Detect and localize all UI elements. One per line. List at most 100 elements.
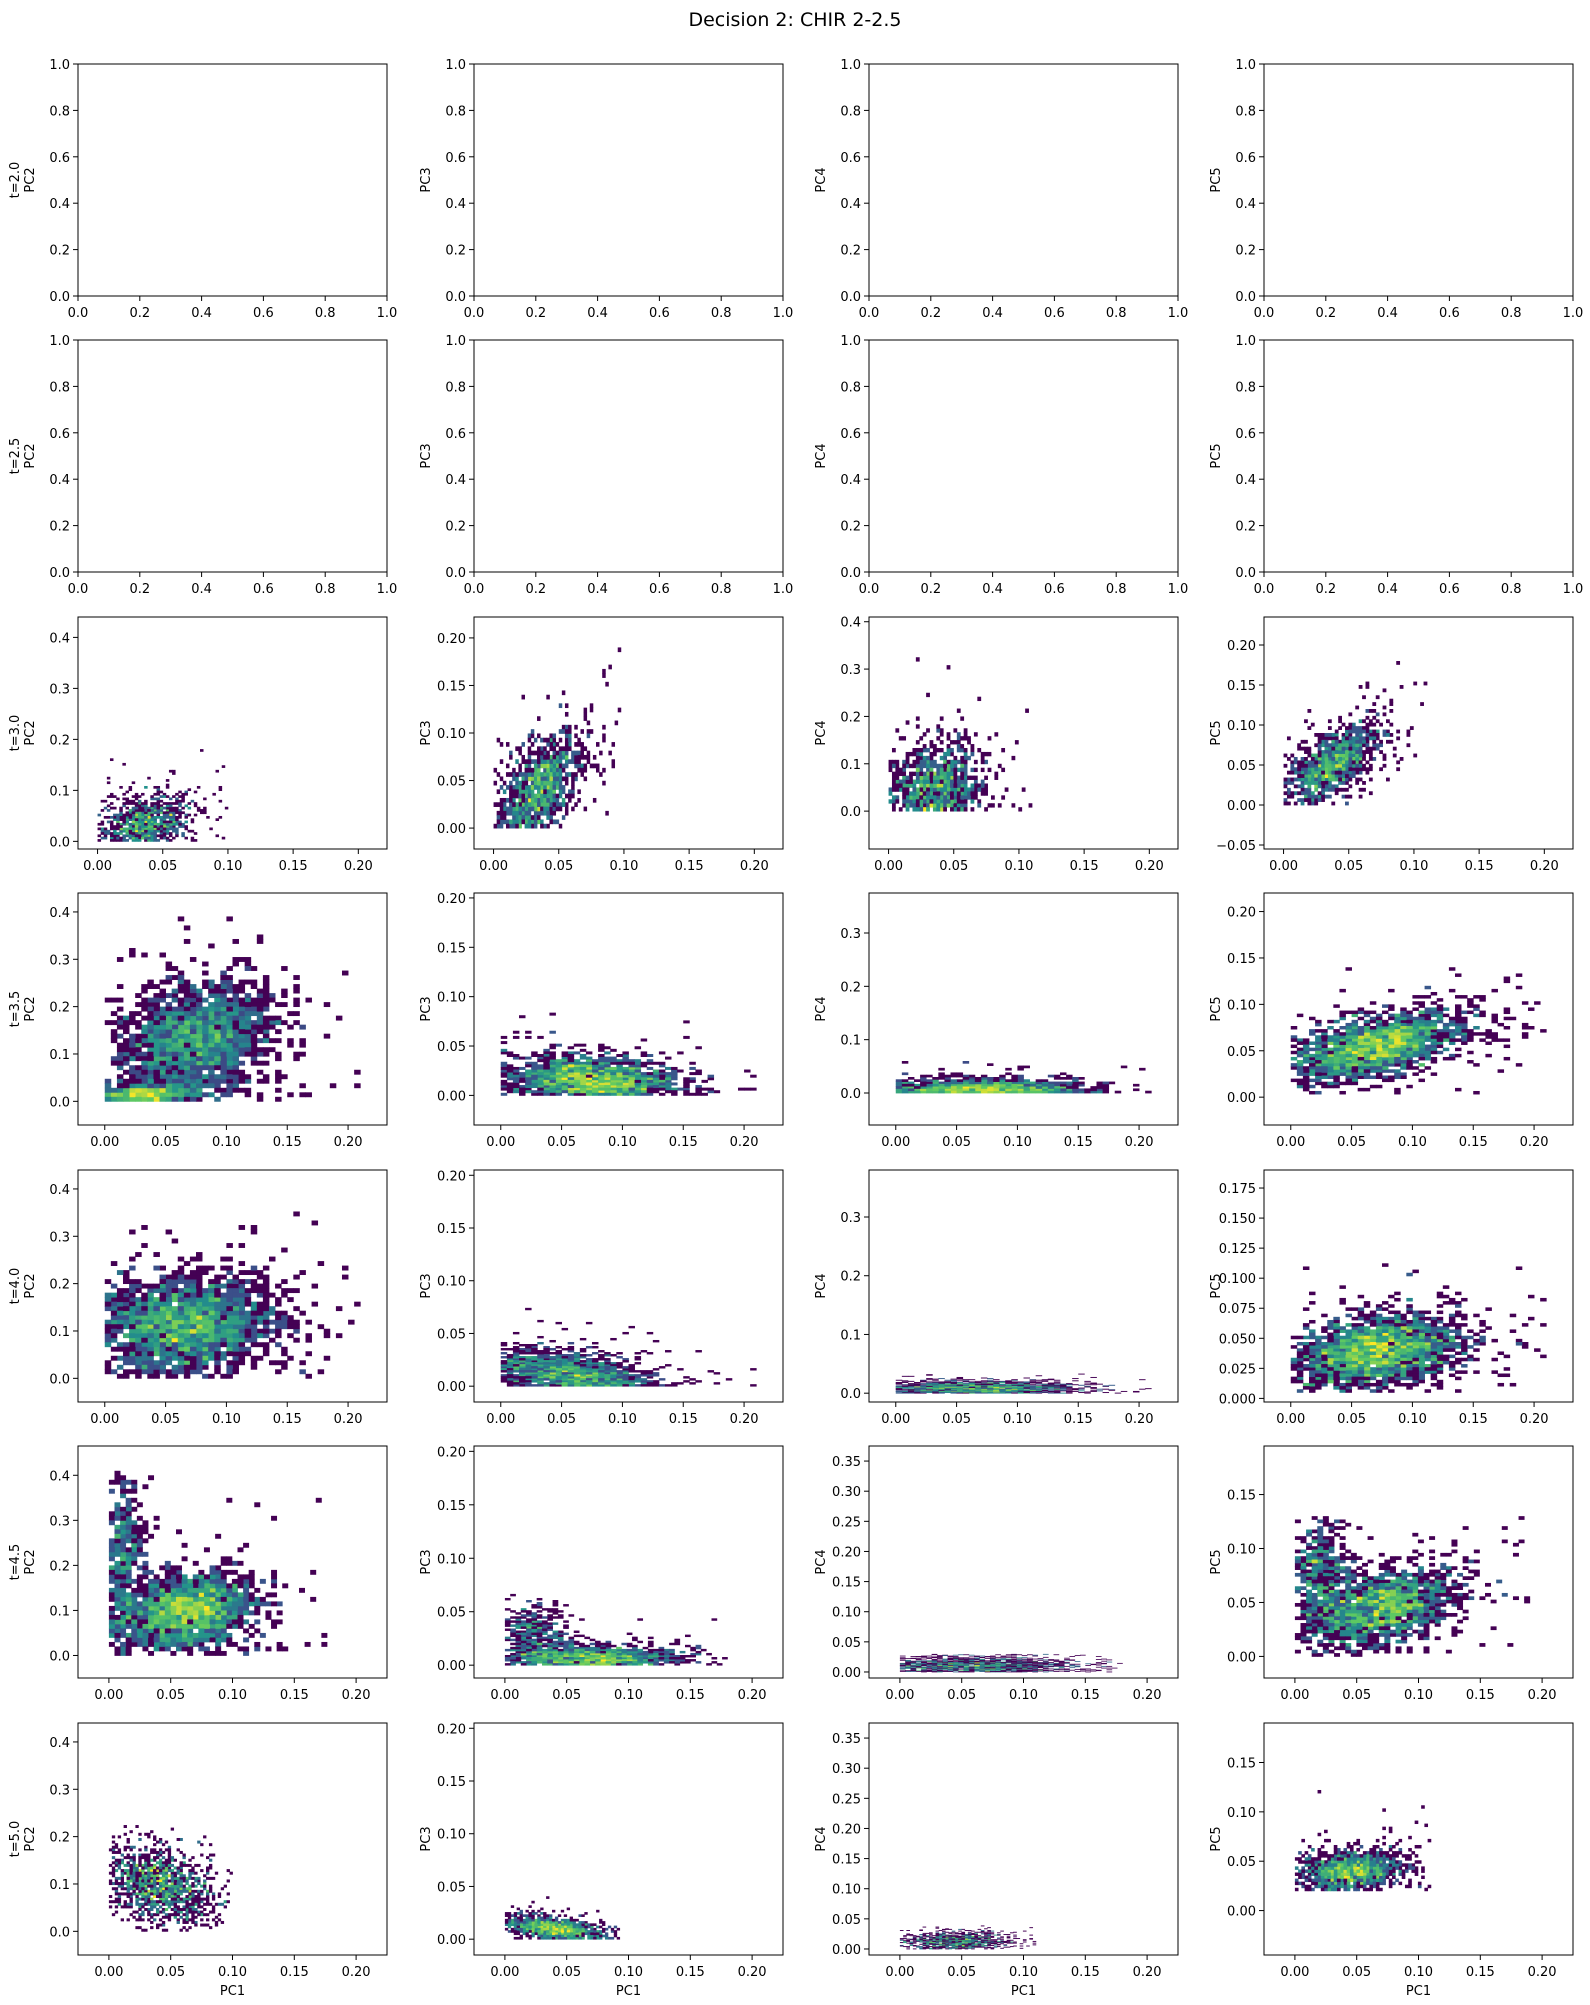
heatmap-cell: [1399, 685, 1404, 689]
heatmap-cell: [189, 997, 197, 1003]
heatmap-cell: [610, 1090, 617, 1094]
x-tick-label: 0.0: [68, 306, 89, 321]
heatmap-cell: [527, 759, 532, 764]
heatmap-cell: [103, 829, 108, 833]
heatmap-cell: [172, 802, 176, 805]
heatmap-cell: [1394, 1041, 1401, 1045]
heatmap-cell: [1327, 1038, 1334, 1042]
heatmap-cell: [1379, 722, 1383, 727]
heatmap-cell: [568, 742, 572, 747]
heatmap-cell: [147, 820, 151, 824]
heatmap-cell: [153, 1033, 160, 1039]
heatmap-cell: [116, 1087, 124, 1093]
heatmap-cell: [311, 1283, 319, 1289]
heatmap-cell: [1406, 1053, 1413, 1058]
heatmap-cell: [208, 1015, 215, 1021]
heatmap-cell: [159, 818, 164, 821]
heatmap-cells: [895, 1061, 1152, 1094]
heatmap-cell: [1314, 770, 1319, 775]
heatmap-cell: [555, 763, 560, 769]
heatmap-cell: [1339, 1063, 1346, 1067]
x-tick-label: 0.15: [1070, 859, 1099, 874]
y-tick-label: 0.4: [1235, 473, 1256, 488]
heatmap-cell: [950, 771, 954, 777]
heatmap-cell: [891, 759, 896, 765]
heatmap-cell: [208, 1029, 215, 1035]
heatmap-cell: [1041, 1088, 1049, 1092]
heatmap-cell: [640, 1074, 648, 1078]
heatmap-cell: [153, 1265, 160, 1271]
heatmap-cell: [980, 1074, 988, 1078]
heatmap-cell: [531, 1085, 538, 1089]
heatmap-cell: [549, 780, 553, 786]
heatmap-cell: [652, 1074, 660, 1078]
heatmap-cell: [929, 755, 934, 761]
heatmap-cell: [238, 988, 246, 994]
heatmap-cell: [165, 836, 170, 840]
x-tick-label: 0.05: [547, 1135, 576, 1150]
heatmap-cell: [147, 1038, 154, 1044]
heatmap-cell: [1375, 1032, 1383, 1036]
heatmap-cell: [172, 827, 176, 831]
heatmap-cell: [256, 1328, 264, 1334]
heatmap-cell: [997, 803, 1002, 808]
heatmap-cell: [1315, 1038, 1322, 1042]
heatmap-cell: [137, 795, 142, 798]
heatmap-cell: [113, 829, 117, 833]
heatmap-cell: [226, 1346, 233, 1352]
heatmap-cell: [354, 1301, 361, 1307]
heatmap-cell: [150, 804, 154, 808]
heatmap-cell: [226, 1288, 233, 1294]
heatmap-cell: [1302, 1084, 1310, 1089]
heatmap-cell: [159, 829, 164, 833]
heatmap-cell: [525, 1085, 532, 1089]
heatmap-cell: [1307, 763, 1312, 768]
heatmap-cell: [1436, 1050, 1444, 1055]
heatmap-cell: [1327, 770, 1332, 775]
heatmap-cell: [168, 815, 173, 819]
heatmap-cells: [493, 647, 622, 829]
heatmap-cell: [512, 1066, 520, 1070]
heatmap-cell: [592, 1082, 599, 1086]
heatmap-cell: [558, 767, 563, 773]
heatmap-cell: [1388, 1047, 1395, 1052]
heatmap-cell: [960, 787, 965, 792]
heatmap-cell: [226, 1315, 233, 1321]
heatmap-cell: [238, 957, 246, 962]
heatmap-cell: [275, 1360, 282, 1366]
heatmap-cell: [519, 1066, 526, 1070]
heatmap-cell: [178, 790, 182, 794]
heatmap-cell: [616, 1059, 623, 1063]
heatmap-cell: [1300, 774, 1305, 778]
heatmap-cell: [110, 1011, 118, 1017]
y-axis-label: PC3: [419, 443, 434, 468]
heatmap-cell: [521, 802, 525, 807]
panel-r2-c1: 0.00 0.05 0.10 0.15 0.200.000.050.100.150.20…: [419, 616, 784, 874]
heatmap-cell: [1375, 1038, 1383, 1042]
heatmap-cell: [250, 1319, 258, 1325]
heatmap-cell: [141, 1319, 148, 1325]
heatmap-cell: [135, 1306, 142, 1312]
heatmap-cell: [561, 815, 566, 820]
heatmap-cell: [905, 787, 910, 792]
heatmap-cell: [129, 1342, 136, 1348]
heatmap-cell: [527, 767, 532, 773]
heatmap-cell: [616, 1082, 623, 1086]
heatmap-cell: [1304, 781, 1308, 785]
heatmap-cell: [147, 1006, 154, 1012]
heatmap-cell: [1011, 1081, 1018, 1085]
heatmap-cell: [1375, 1022, 1383, 1027]
heatmap-cell: [135, 1096, 142, 1102]
heatmap-cell: [110, 1328, 118, 1334]
heatmap-cell: [936, 736, 941, 741]
heatmap-cell: [999, 1083, 1006, 1087]
heatmap-cell: [585, 1077, 593, 1081]
heatmap-cell: [499, 785, 504, 790]
heatmap-cell: [262, 1333, 270, 1339]
heatmap-cell: [938, 1072, 945, 1076]
heatmap-cell: [585, 1087, 593, 1091]
heatmap-cell: [1290, 763, 1295, 768]
heatmap-cell: [262, 984, 270, 989]
heatmap-cell: [116, 813, 120, 817]
